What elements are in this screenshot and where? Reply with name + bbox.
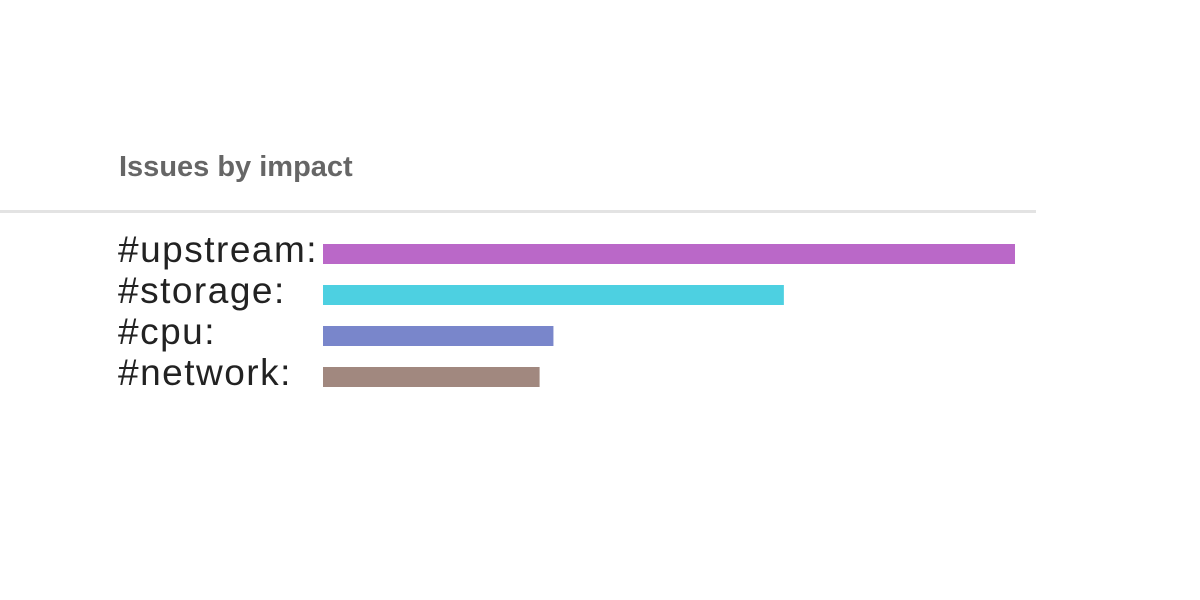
bar-label-upstream: #upstream: bbox=[118, 229, 318, 270]
bar-label-cpu: #cpu: bbox=[118, 311, 216, 352]
bar-upstream bbox=[323, 244, 1015, 264]
bar-storage bbox=[323, 285, 784, 305]
panel-title: Issues by impact bbox=[119, 151, 353, 183]
title-divider bbox=[0, 210, 1036, 213]
bar-label-network: #network: bbox=[118, 352, 292, 393]
bar-label-storage: #storage: bbox=[118, 270, 286, 311]
bar-cpu bbox=[323, 326, 554, 346]
bar-network bbox=[323, 367, 540, 387]
